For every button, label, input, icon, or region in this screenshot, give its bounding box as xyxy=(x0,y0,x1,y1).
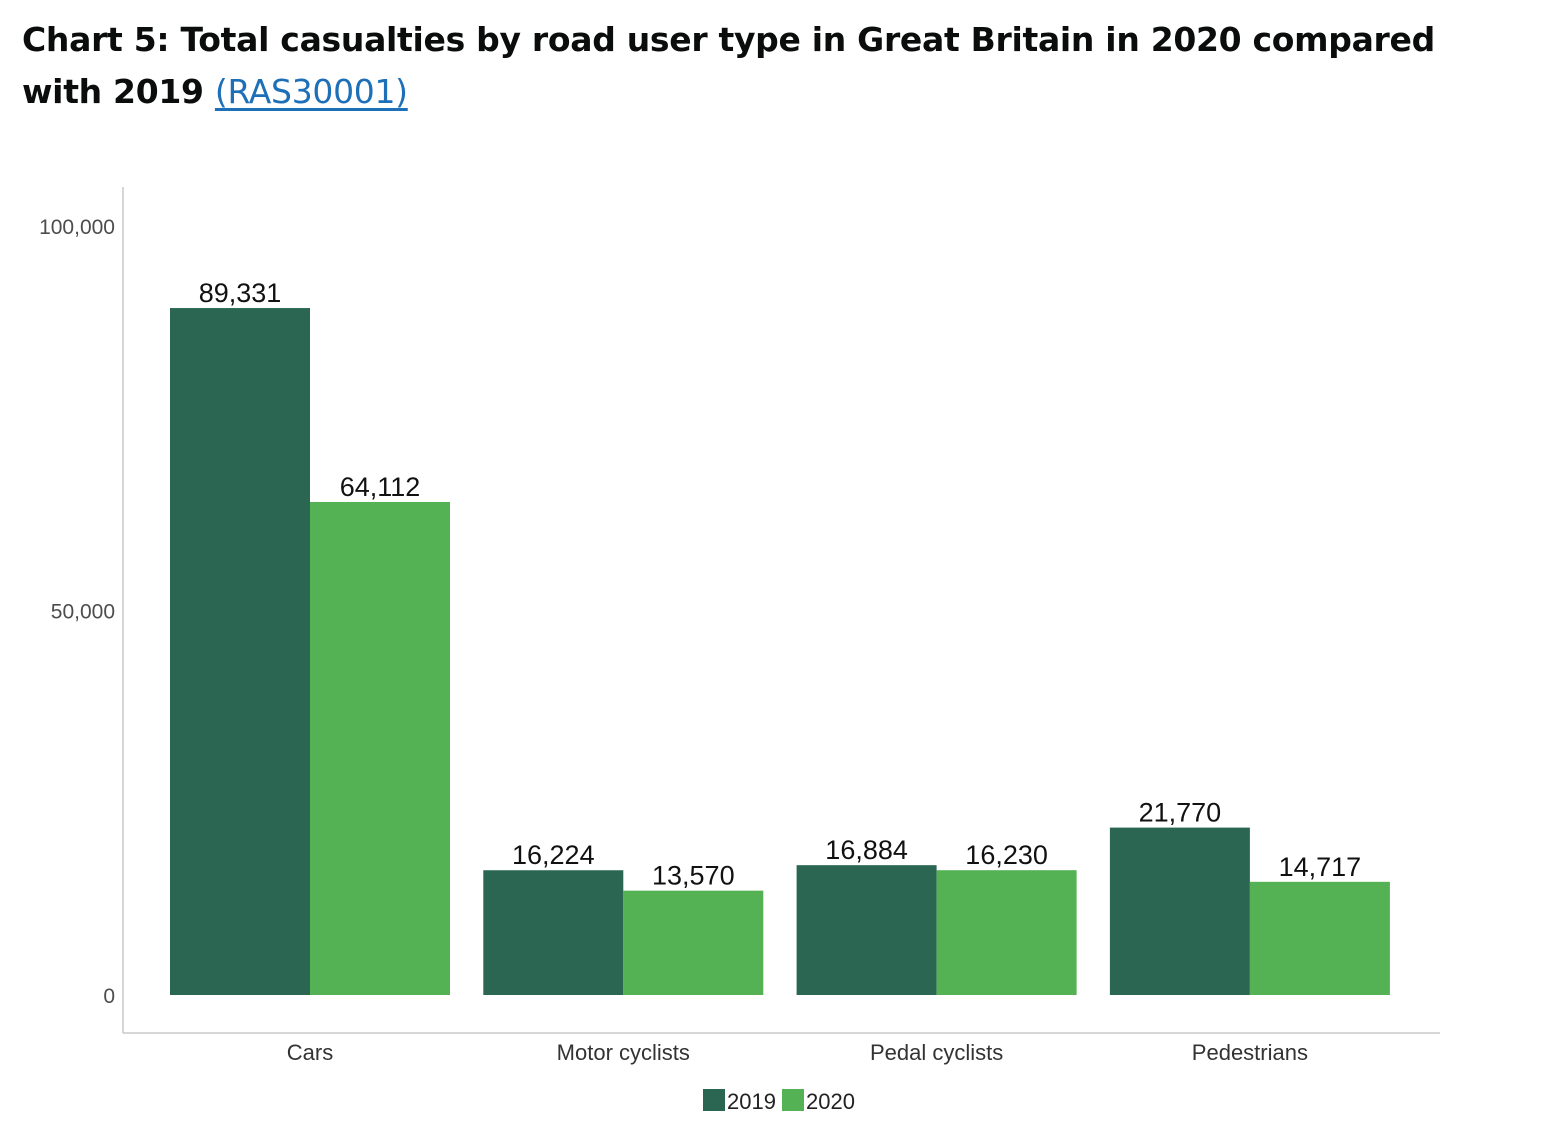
x-tick-label-cars: Cars xyxy=(287,1040,333,1065)
x-tick-label-pedal-cyclists: Pedal cyclists xyxy=(870,1040,1003,1065)
data-label-motor-cyclists-2020: 13,570 xyxy=(652,861,735,891)
chart-legend: 2019 2020 xyxy=(703,1089,855,1114)
bar-motor-cyclists-2019 xyxy=(483,870,624,995)
ras30001-link[interactable]: (RAS30001) xyxy=(214,72,408,111)
bar-pedestrians-2019 xyxy=(1109,827,1250,995)
data-label-pedestrians-2020: 14,717 xyxy=(1279,852,1362,882)
data-label-cars-2019: 89,331 xyxy=(199,278,282,308)
legend-label-2019: 2019 xyxy=(727,1089,776,1114)
chart-title: Chart 5: Total casualties by road user t… xyxy=(22,14,1522,118)
x-tick-label-pedestrians: Pedestrians xyxy=(1192,1040,1308,1065)
data-label-pedal-cyclists-2020: 16,230 xyxy=(965,840,1048,870)
bar-pedal-cyclists-2020 xyxy=(936,870,1077,995)
bar-cars-2020 xyxy=(310,501,450,995)
bar-pedestrians-2020 xyxy=(1249,881,1390,995)
legend-label-2020: 2020 xyxy=(806,1089,855,1114)
legend-swatch-2019 xyxy=(703,1089,725,1111)
bar-motor-cyclists-2020 xyxy=(623,890,764,995)
chart-title-text: Chart 5: Total casualties by road user t… xyxy=(22,20,1435,111)
y-tick-label: 50,000 xyxy=(51,601,115,624)
data-label-pedal-cyclists-2019: 16,884 xyxy=(825,835,908,865)
data-label-pedestrians-2019: 21,770 xyxy=(1139,798,1222,828)
chart-data-labels: 89,331 64,112 16,224 13,570 16,884 16,230 21,7… xyxy=(199,278,1361,891)
data-label-cars-2020: 64,112 xyxy=(340,472,421,502)
y-tick-label: 0 xyxy=(103,985,115,1008)
chart-axes: 0 50,000 100,000 Cars Motor cyclists Pedal cy… xyxy=(39,187,1440,1065)
x-tick-label-motor-cyclists: Motor cyclists xyxy=(557,1040,690,1065)
legend-swatch-2020 xyxy=(782,1089,804,1111)
y-tick-label: 100,000 xyxy=(39,216,115,239)
data-label-motor-cyclists-2019: 16,224 xyxy=(512,840,595,870)
bar-cars-2019 xyxy=(170,308,310,995)
chart-bars xyxy=(170,308,1390,995)
bar-pedal-cyclists-2019 xyxy=(796,865,937,995)
